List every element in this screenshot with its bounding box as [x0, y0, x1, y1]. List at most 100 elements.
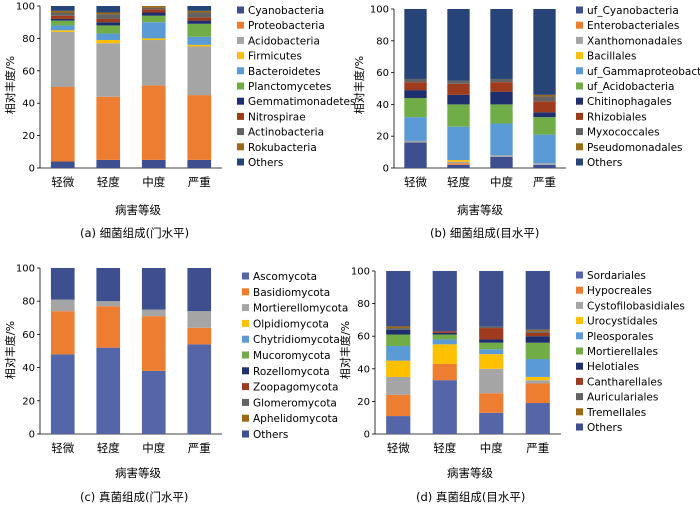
- bar-segment: [50, 354, 75, 434]
- legend-label: Cantharellales: [587, 376, 662, 388]
- bar-segment: [386, 326, 411, 329]
- bar-segment: [525, 331, 550, 333]
- bar-segment: [525, 329, 550, 332]
- y-tick-label: 20: [22, 131, 35, 142]
- chart-caption: (c) 真菌组成(门水平): [80, 490, 188, 504]
- bar-segment: [404, 9, 427, 79]
- legend-swatch: [237, 36, 244, 44]
- bar-segment: [447, 163, 470, 165]
- x-tick-label: 中度: [142, 441, 165, 455]
- bar-segment: [479, 342, 504, 350]
- bar-segment: [386, 416, 411, 434]
- bar-segment: [50, 25, 75, 31]
- chart-caption: (b) 细菌组成(目水平): [430, 226, 539, 240]
- bar-segment: [386, 328, 411, 330]
- legend-label: Rokubacteria: [248, 142, 317, 154]
- legend-swatch: [576, 271, 583, 279]
- bar-segment: [432, 334, 457, 340]
- legend-label: Ascomycota: [253, 271, 317, 283]
- legend-label: Bacillales: [587, 51, 636, 63]
- bar-segment: [187, 311, 212, 328]
- bar-segment: [187, 327, 212, 345]
- y-tick-label: 20: [376, 132, 389, 143]
- chart-panel-2: 0 20 40 60 80 100 轻微 轻度 中度 严重 相对丰度/% 病害等级 uf_Cyanoba…: [352, 5, 700, 241]
- bar-segment: [187, 95, 212, 160]
- bar-segment: [50, 299, 75, 312]
- bar-segment: [50, 12, 75, 16]
- bar-segment: [447, 161, 470, 164]
- legend-label: Pseudomonadales: [587, 142, 683, 154]
- chart-caption: (d) 真菌组成(目水平): [416, 490, 525, 504]
- y-tick-label: 100: [16, 264, 35, 275]
- legend-swatch: [576, 128, 583, 136]
- legend-label: Chytridiomycota: [253, 334, 340, 346]
- y-axis-label: 相对丰度/%: [338, 321, 352, 379]
- bar-segment: [490, 9, 513, 79]
- bar-segment: [141, 12, 166, 16]
- bar-segment: [525, 380, 550, 384]
- bar-segment: [141, 6, 166, 8]
- bar-segment: [490, 82, 513, 92]
- bar-segment: [96, 22, 121, 26]
- legend-swatch: [242, 430, 249, 438]
- legend-label: Zoopagomycota: [253, 382, 338, 394]
- legend-swatch: [237, 143, 244, 151]
- legend-swatch: [576, 362, 583, 370]
- y-tick-label: 0: [29, 164, 35, 175]
- y-tick-label: 80: [22, 297, 35, 308]
- x-axis-label: 病害等级: [115, 466, 161, 480]
- bar-segment: [386, 360, 411, 377]
- y-tick-label: 20: [357, 397, 370, 408]
- bar-segment: [96, 33, 121, 41]
- bar-segment: [50, 31, 75, 88]
- legend-swatch: [576, 52, 583, 60]
- bar-segment: [533, 94, 556, 97]
- y-axis-label: 相对丰度/%: [3, 56, 17, 114]
- legend-swatch: [237, 67, 244, 75]
- bar-segment: [50, 6, 75, 11]
- bar-segment: [386, 376, 411, 395]
- legend-label: Others: [587, 157, 622, 169]
- legend-swatch: [576, 393, 583, 401]
- bar-segment: [187, 17, 212, 21]
- bar-segment: [432, 344, 457, 364]
- legend-swatch: [242, 319, 249, 327]
- x-tick-label: 严重: [526, 441, 549, 455]
- bar-segment: [432, 331, 457, 333]
- bar-segment: [533, 101, 556, 113]
- bar-segment: [386, 334, 411, 346]
- y-tick-label: 40: [357, 364, 370, 375]
- legend-label: Tremellales: [586, 407, 646, 419]
- x-tick-label: 轻度: [97, 175, 120, 189]
- legend-label: Hypocreales: [587, 285, 652, 297]
- bar-segment: [533, 134, 556, 164]
- bar-segment: [187, 36, 212, 45]
- bar-segment: [533, 163, 556, 165]
- bar-segment: [525, 271, 550, 330]
- legend-swatch: [237, 112, 244, 120]
- bar-segment: [479, 339, 504, 343]
- bar-segment: [187, 268, 212, 312]
- bar-segment: [386, 329, 411, 335]
- legend-swatch: [576, 97, 583, 105]
- legend-label: Actinobacteria: [248, 127, 324, 139]
- y-tick-label: 0: [383, 164, 389, 175]
- legend-label: Rhizobiales: [587, 111, 647, 123]
- legend-swatch: [242, 304, 249, 312]
- legend-swatch: [576, 67, 583, 75]
- bar-segment: [96, 40, 121, 44]
- y-tick-label: 80: [376, 36, 389, 47]
- bar-segment: [96, 301, 121, 307]
- legend-swatch: [576, 301, 583, 309]
- legend-swatch: [242, 367, 249, 375]
- bar-segment: [141, 309, 166, 317]
- bar-segment: [533, 9, 556, 95]
- bar-segment: [96, 12, 121, 15]
- legend-label: Urocystidales: [587, 316, 658, 328]
- bar-segment: [525, 332, 550, 337]
- legend-label: Acidobacteria: [248, 35, 320, 47]
- bar-segment: [96, 25, 121, 34]
- legend-swatch: [576, 112, 583, 120]
- bar-segment: [187, 44, 212, 47]
